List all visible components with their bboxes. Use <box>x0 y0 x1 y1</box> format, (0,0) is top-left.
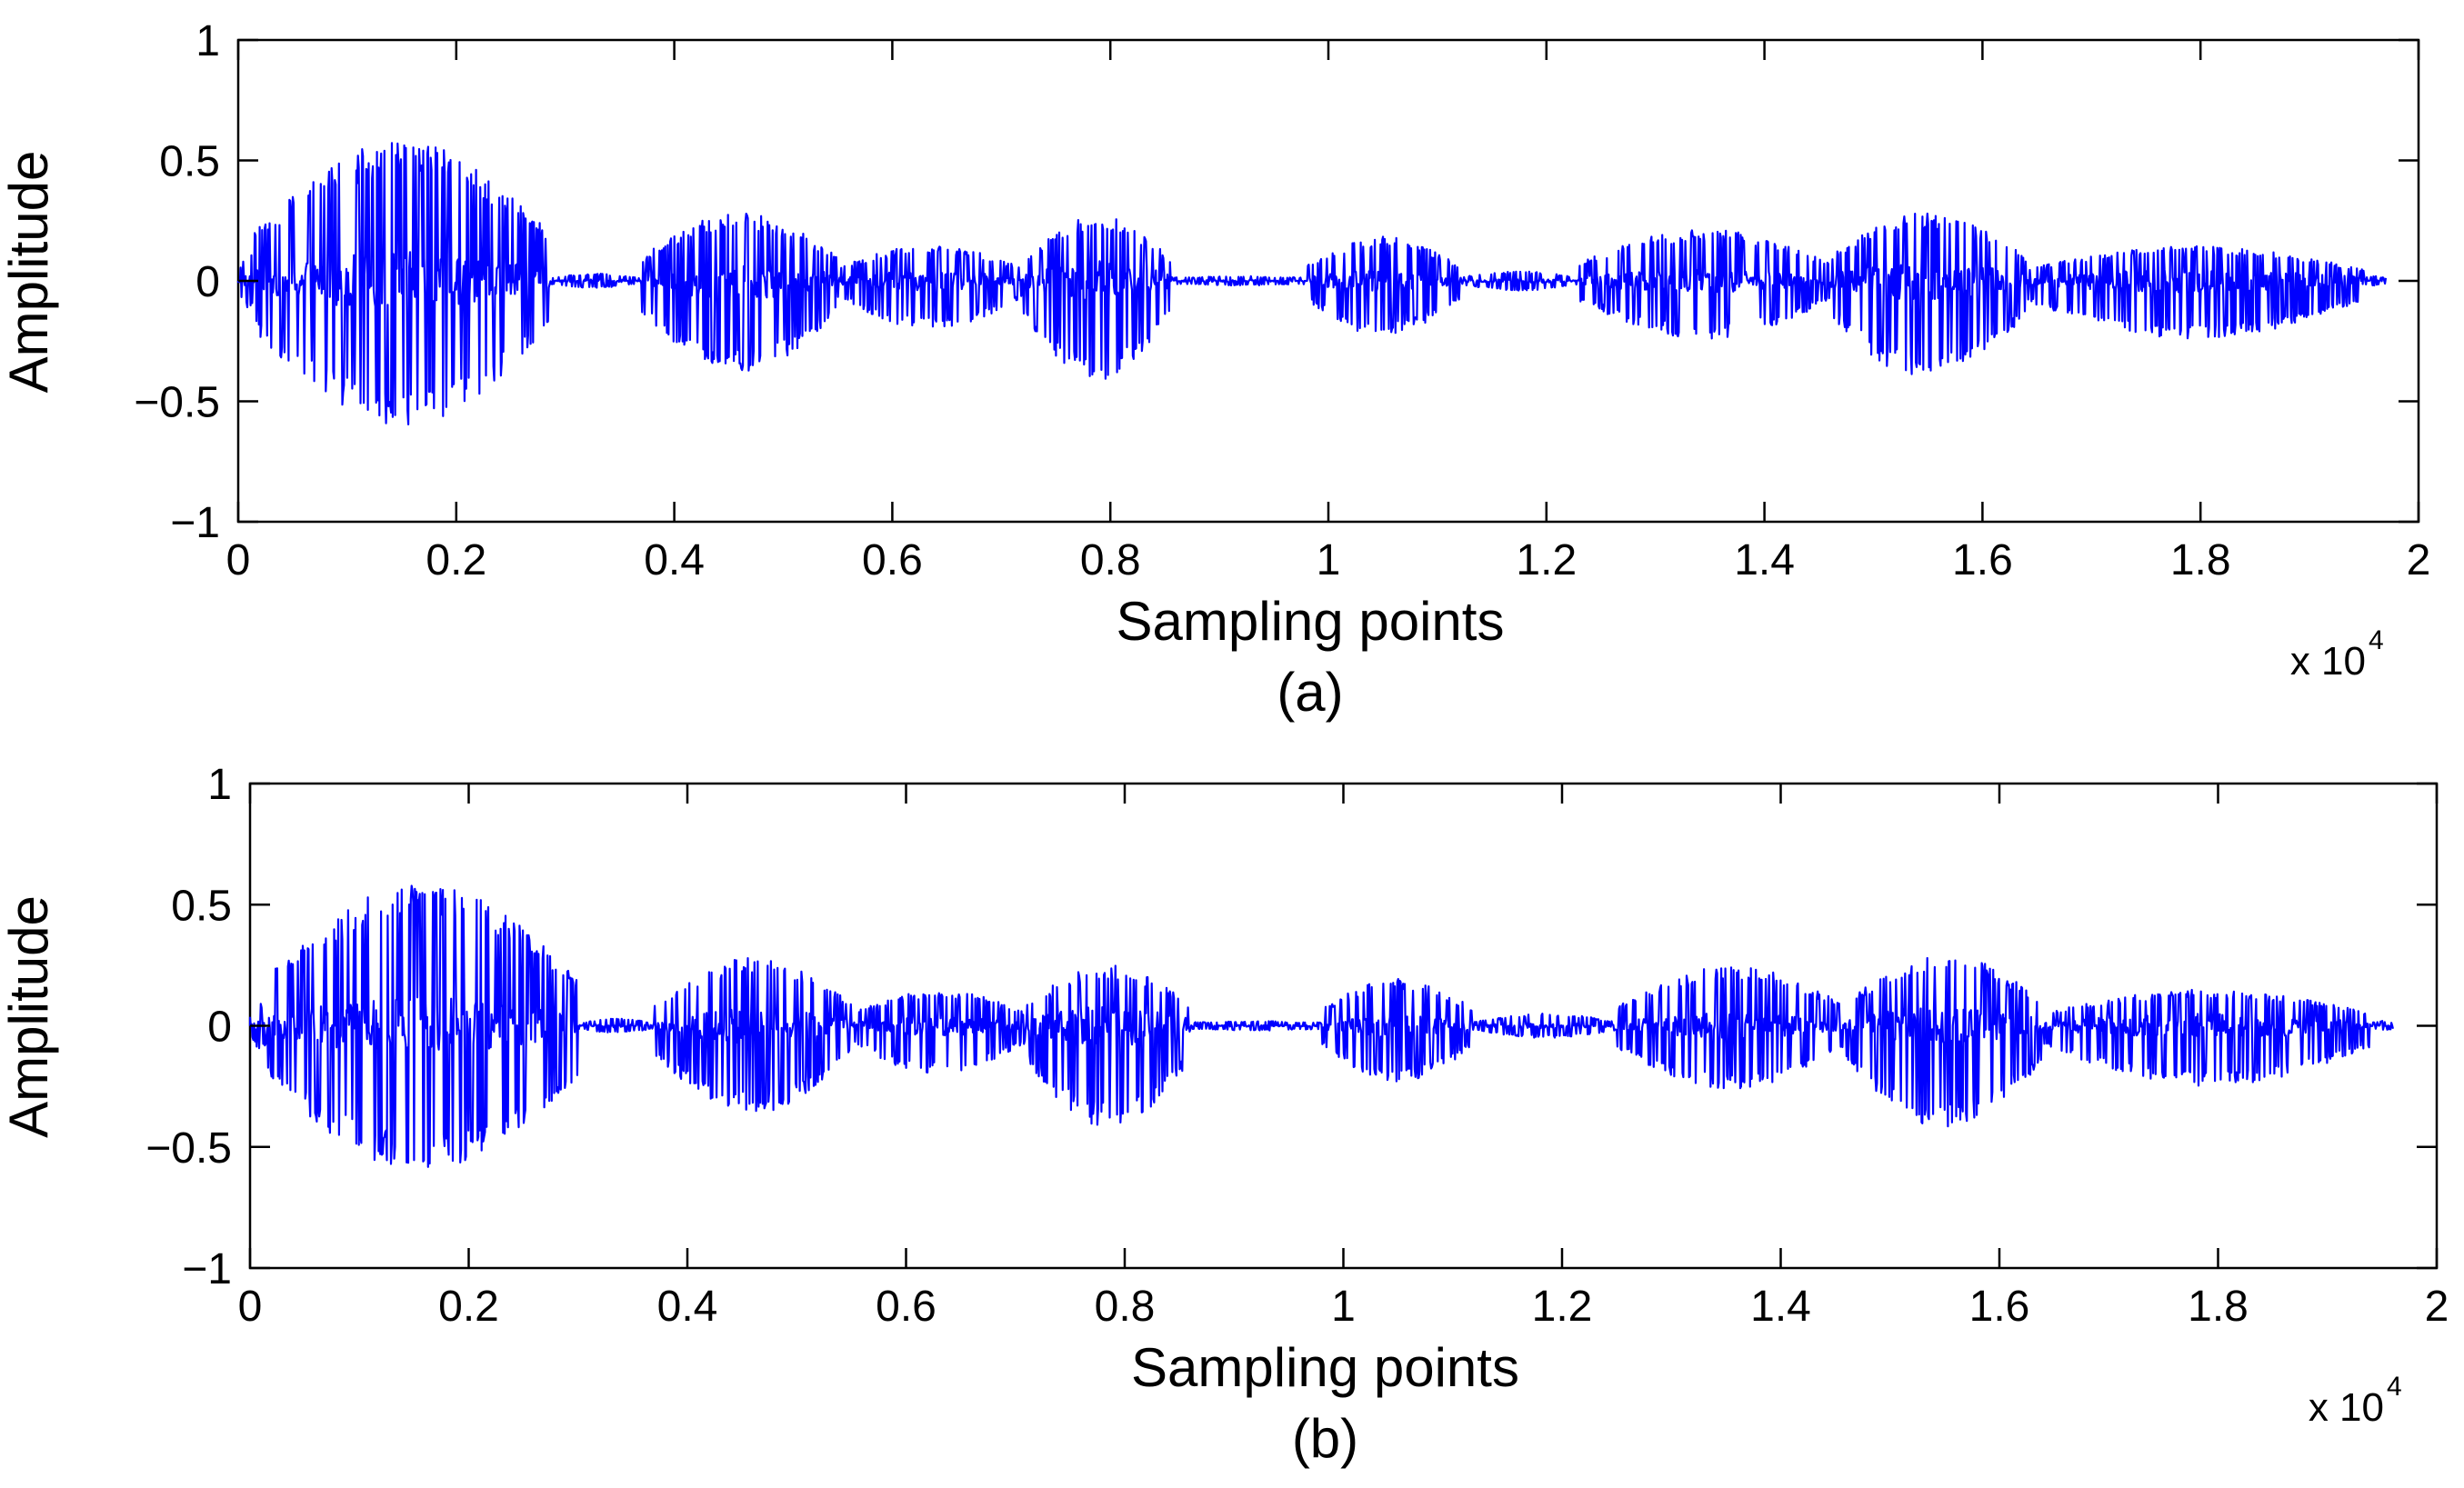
x-axis-multiplier: x 10 <box>2290 639 2366 684</box>
x-axis-multiplier-exponent: 4 <box>2387 1372 2402 1402</box>
x-tick-label: 1.2 <box>1516 536 1577 584</box>
waveform-series <box>236 142 2388 425</box>
x-tick-label: 0 <box>226 536 251 584</box>
y-tick-label: −0.5 <box>134 379 220 427</box>
x-tick-label: 1.8 <box>2170 536 2231 584</box>
panel-a: 0 0.2 0.4 0.6 0.8 1 1.2 1.4 1.6 1.8 2 1 0.5 0 −0.5 −1 Sa… <box>0 17 2430 723</box>
y-axis-label: Amplitude <box>0 151 59 394</box>
x-tick-label: 0.8 <box>1080 536 1141 584</box>
y-tick-label: 1 <box>207 761 232 809</box>
x-tick-label: 0.4 <box>657 1283 718 1331</box>
panel-b: 0 0.2 0.4 0.6 0.8 1 1.2 1.4 1.6 1.8 2 1 0.5 0 −0.5 −1 Sa… <box>0 761 2449 1469</box>
panel-caption: (a) <box>1277 662 1343 723</box>
y-tick-label: −1 <box>182 1245 232 1293</box>
x-tick-label: 1 <box>1317 536 1341 584</box>
x-tick-label: 0.6 <box>862 536 923 584</box>
y-tick-label: −0.5 <box>145 1124 232 1173</box>
x-tick-label: 1.6 <box>1952 536 2013 584</box>
x-tick-label: 1 <box>1331 1283 1356 1331</box>
waveform-series <box>248 884 2394 1168</box>
x-tick-label: 2 <box>2425 1283 2449 1331</box>
x-tick-label: 2 <box>2407 536 2431 584</box>
x-tick-label: 0 <box>238 1283 263 1331</box>
y-tick-label: 0.5 <box>159 138 220 186</box>
x-axis-label: Sampling points <box>1131 1337 1519 1398</box>
x-tick-label: 1.8 <box>2188 1283 2249 1331</box>
x-tick-label: 1.4 <box>1734 536 1795 584</box>
y-tick-label: 0.5 <box>171 882 232 930</box>
panel-caption: (b) <box>1292 1408 1358 1469</box>
y-tick-label: −1 <box>170 499 220 547</box>
x-tick-label: 0.2 <box>426 536 486 584</box>
y-tick-label: 1 <box>195 17 220 65</box>
x-tick-label: 0.4 <box>644 536 705 584</box>
x-axis-multiplier-exponent: 4 <box>2369 625 2384 655</box>
x-tick-label: 0.2 <box>438 1283 499 1331</box>
x-tick-label: 1.4 <box>1750 1283 1811 1331</box>
y-tick-label: 0 <box>195 258 220 306</box>
y-tick-label: 0 <box>207 1004 232 1052</box>
x-axis-label: Sampling points <box>1117 591 1505 652</box>
y-axis-label: Amplitude <box>0 895 59 1138</box>
x-axis-multiplier: x 10 <box>2309 1385 2384 1430</box>
x-tick-label: 1.2 <box>1532 1283 1593 1331</box>
x-tick-label: 1.6 <box>1969 1283 2030 1331</box>
x-tick-label: 0.8 <box>1095 1283 1156 1331</box>
x-tick-label: 0.6 <box>876 1283 937 1331</box>
